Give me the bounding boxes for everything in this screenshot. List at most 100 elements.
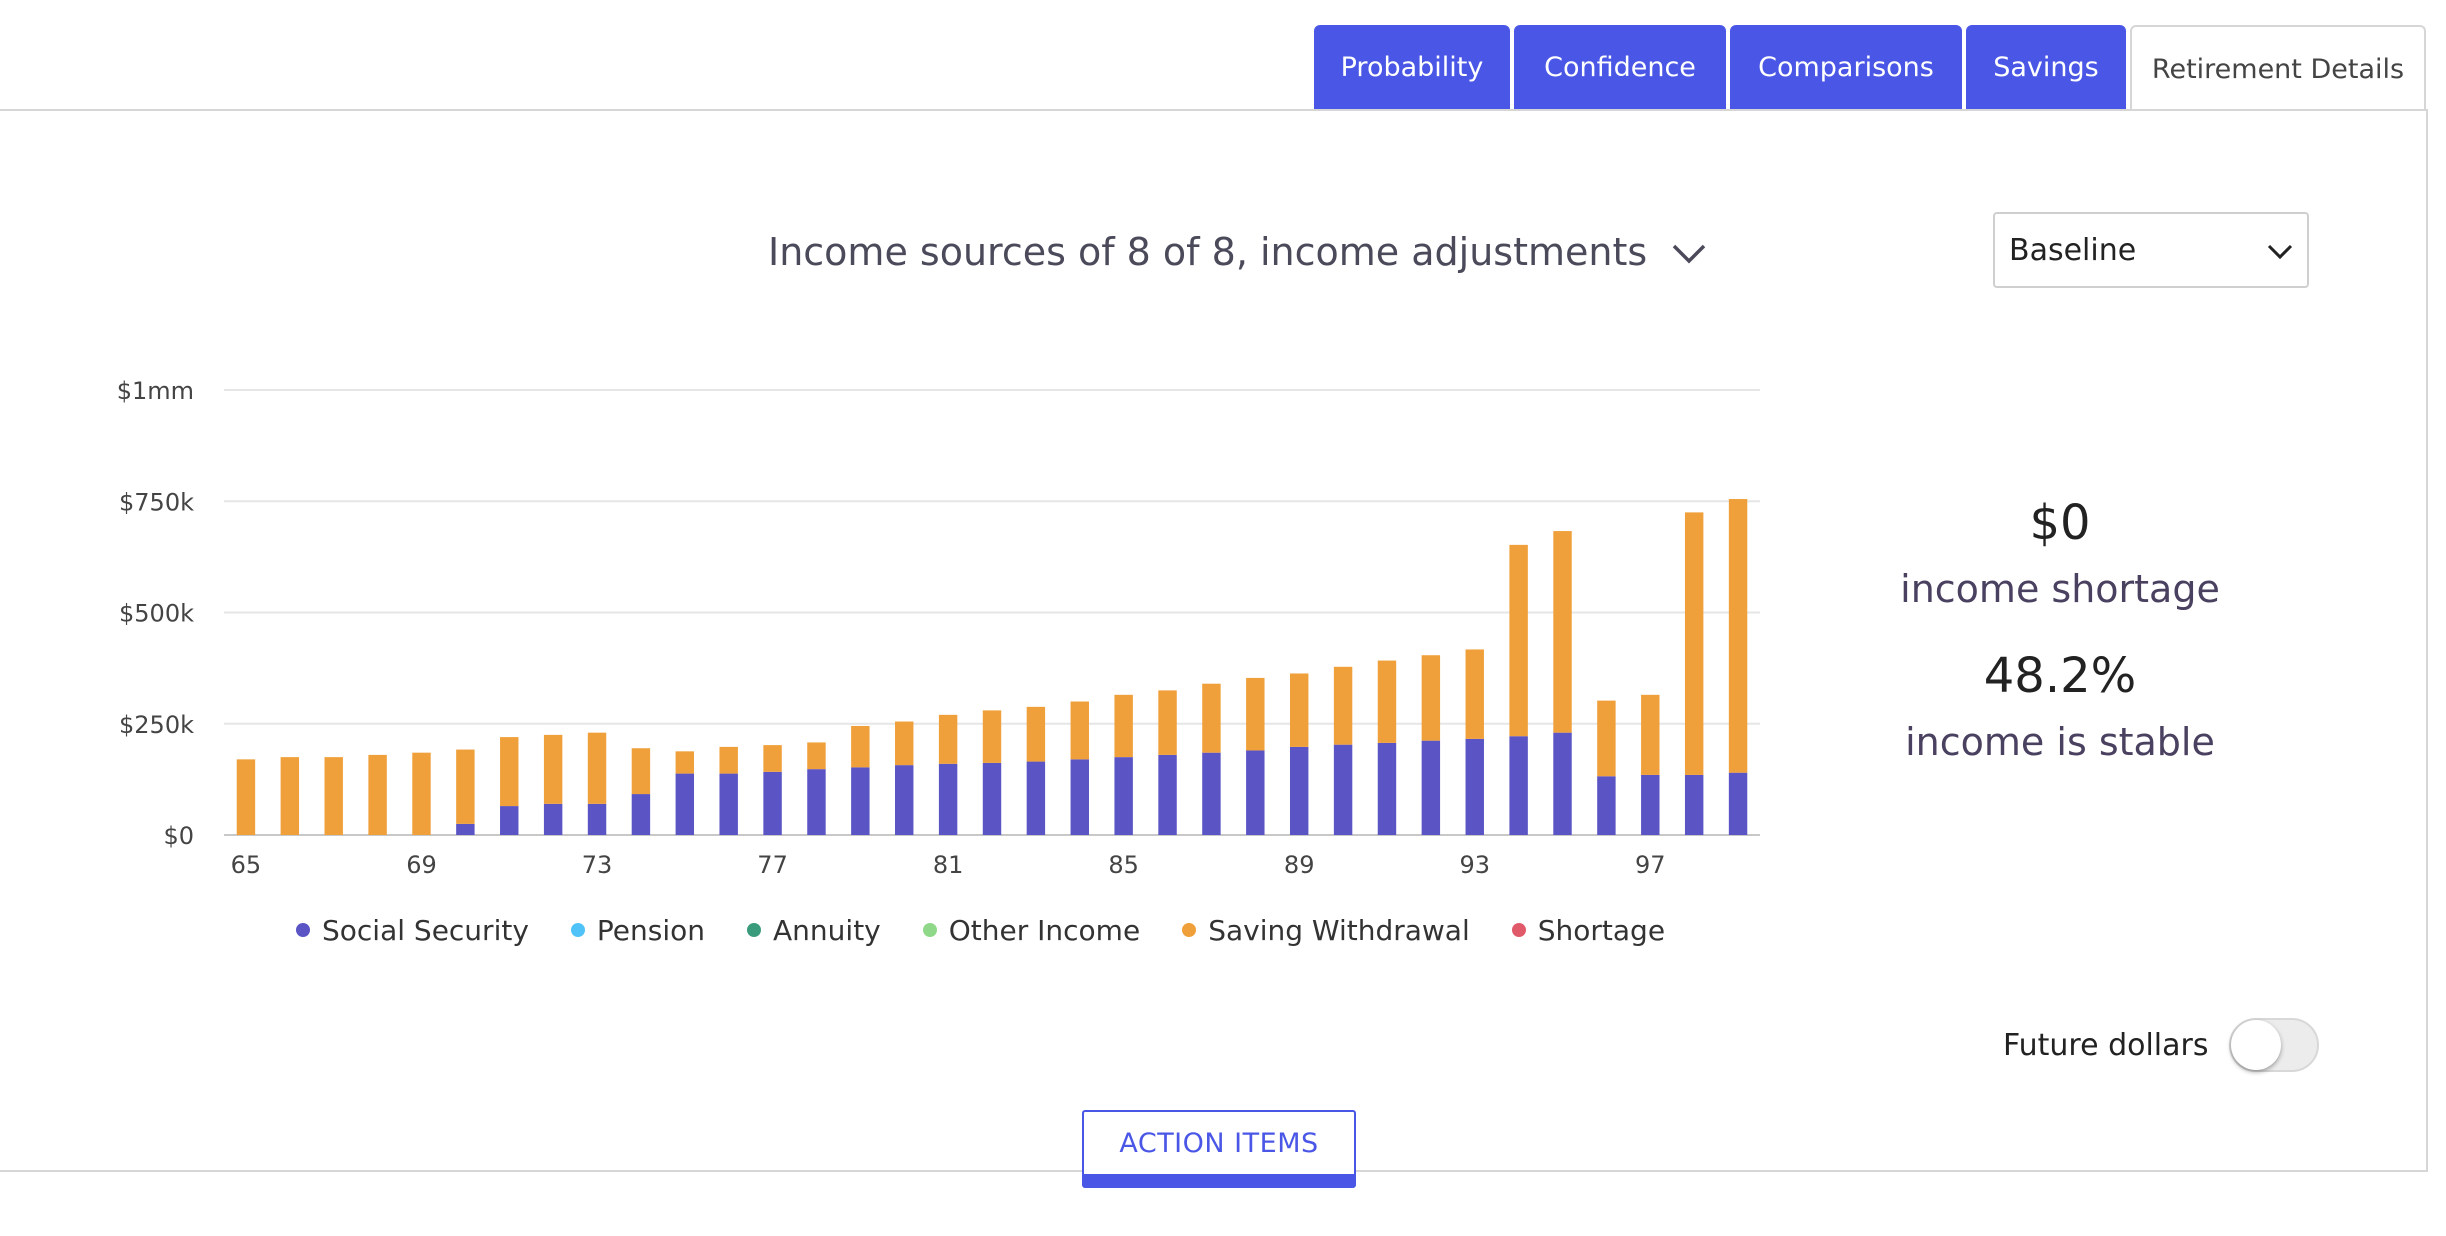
legend-label: Other Income [948,913,1141,947]
bar-segment [1641,694,1660,775]
scenario-select[interactable]: Baseline [1993,212,2309,288]
bar-segment [543,803,563,835]
future-dollars-label: Future dollars [2003,1027,2209,1063]
tab-comparisons[interactable]: Comparisons [1730,25,1962,109]
bar-segment [1377,742,1397,835]
bar-segment [1684,774,1704,835]
legend-label: Shortage [1537,913,1666,947]
bar-segment [895,765,914,835]
x-tick-label: 89 [1284,851,1315,879]
bar-segment [1465,738,1484,835]
bar-segment [1289,746,1309,835]
legend-label: Saving Withdrawal [1208,913,1470,947]
bar-segment [1465,649,1484,739]
bar-segment [1289,673,1309,747]
bar-segment [1597,776,1616,835]
bar-segment [1114,694,1133,758]
scenario-select-value: Baseline [2009,232,2137,268]
bar-segment [1070,701,1089,760]
y-tick-label: $1mm [117,377,194,405]
legend-item[interactable]: Other Income [922,913,1141,947]
income-chart: $0 $250k $500k $750k $1mm 65 69 73 77 81 85 89 93 97 [117,377,1760,879]
bar-segment [1377,660,1397,743]
bar-segment [500,806,519,835]
shortage-label: income shortage [1900,567,2220,611]
bar-segment [1246,750,1265,835]
bar-segment [1553,732,1572,835]
bar-segment [1728,772,1748,835]
action-items-button[interactable]: ACTION ITEMS [1082,1110,1356,1188]
x-tick-label: 85 [1108,851,1139,879]
bar-segment [982,762,1002,835]
bar-segment [631,794,651,835]
legend-item[interactable]: Annuity [747,914,881,947]
bar-segment [1202,752,1221,835]
chart-source-label: Income sources of 8 of 8, income adjustm… [768,230,1648,274]
bar-segment [324,757,343,835]
legend-dot-icon [922,923,937,937]
bar-segment [675,773,695,835]
x-tick-label: 97 [1635,851,1666,879]
x-tick-label: 77 [757,851,788,879]
toggle-knob [2230,1020,2281,1070]
bar-segment [1026,706,1046,762]
legend-dot-icon [1511,923,1526,937]
shortage-value: $0 [2029,495,2091,551]
legend-dot-icon [747,923,762,937]
bar-segment [1202,683,1221,753]
x-tick-label: 81 [933,851,964,879]
y-tick-label: $0 [163,822,194,850]
bar-segment [587,732,607,804]
y-tick-label: $500k [119,600,194,628]
stable-label: income is stable [1905,720,2215,764]
chevron-down-icon [1671,230,1707,274]
bar-segment [500,737,519,807]
bar-segment [807,742,826,770]
bar-segment [1684,512,1704,775]
chevron-down-icon [2267,233,2293,268]
legend-item[interactable]: Social Security [296,914,529,947]
bar-segment [1641,774,1660,835]
y-tick-label: $750k [119,488,194,516]
legend-dot-icon [570,923,585,937]
bar-segment [412,752,431,835]
bar-segment [807,769,826,835]
bar-segment [1421,655,1441,741]
bar-segment [368,754,387,835]
bar-segment [1553,531,1572,733]
bar-segment [763,745,782,772]
stable-value: 48.2% [1983,648,2137,704]
bar-segment [456,823,475,835]
tab-retirement-details[interactable]: Retirement Details [2130,25,2426,111]
bar-segment [1421,740,1441,835]
tab-probability[interactable]: Probability [1314,25,1510,109]
bar-segment [631,748,651,795]
chart-legend: Social Security Pension Annuity Other Incom… [296,910,1707,950]
chart-source-selector[interactable]: Income sources of 8 of 8, income adjustm… [768,222,1707,282]
bar-segment [1333,666,1353,745]
bar-segment [1158,754,1177,835]
legend-dot-icon [296,923,310,937]
legend-item[interactable]: Shortage [1511,913,1666,947]
future-dollars-toggle[interactable] [2228,1018,2319,1072]
bar-segment [719,746,738,774]
bar-segment [543,734,563,804]
bar-segment [851,725,870,768]
bar-segment [1246,677,1265,751]
tab-savings[interactable]: Savings [1966,25,2126,109]
legend-label: Annuity [773,913,881,947]
legend-label: Social Security [322,913,529,947]
bar-segment [456,749,475,824]
bar-segment [1114,757,1133,835]
bar-segment [280,757,300,835]
legend-item[interactable]: Pension [570,914,705,947]
x-tick-label: 73 [582,851,613,879]
legend-item[interactable]: Saving Withdrawal [1182,914,1470,947]
bar-segment [763,771,782,835]
bar-segment [1597,700,1616,777]
bar-segment [1026,761,1046,835]
bar-segment [1509,736,1528,835]
tab-confidence[interactable]: Confidence [1514,25,1726,109]
bar-segment [895,721,914,766]
bar-segment [675,751,695,774]
